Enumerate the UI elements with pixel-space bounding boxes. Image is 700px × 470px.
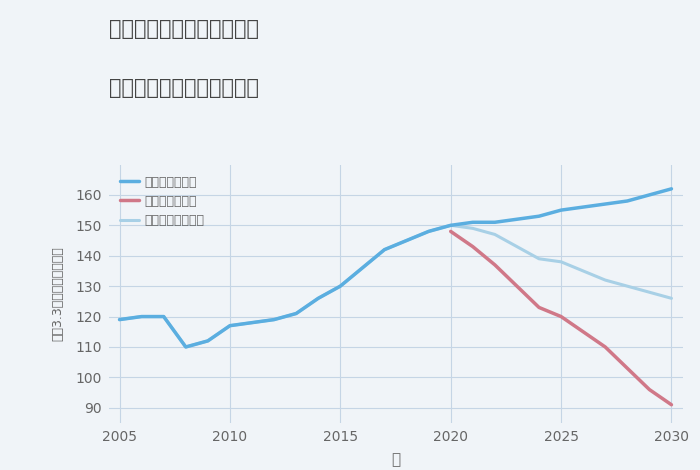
Y-axis label: 坪（3.3㎡）単価（万円）: 坪（3.3㎡）単価（万円） (51, 246, 64, 341)
Text: 中古マンションの価格推移: 中古マンションの価格推移 (108, 78, 258, 98)
Legend: グッドシナリオ, バッドシナリオ, ノーマルシナリオ: グッドシナリオ, バッドシナリオ, ノーマルシナリオ (115, 171, 210, 232)
Text: 福岡県春日市春日原東町の: 福岡県春日市春日原東町の (108, 19, 258, 39)
X-axis label: 年: 年 (391, 452, 400, 467)
